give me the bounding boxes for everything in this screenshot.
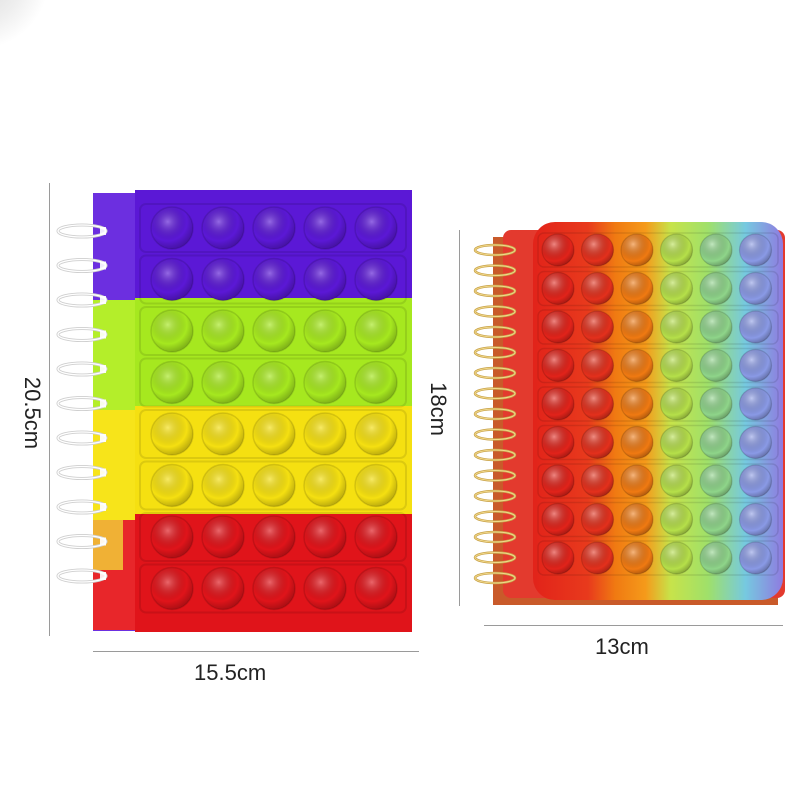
small-bubbles bbox=[537, 232, 779, 576]
small-width-line bbox=[484, 625, 783, 626]
small-spiral-binding bbox=[473, 243, 517, 585]
small-height-label: 18cm bbox=[426, 382, 451, 436]
large-back-cover bbox=[93, 193, 138, 631]
small-width-label: 13cm bbox=[595, 634, 649, 659]
large-width-line bbox=[93, 651, 419, 652]
large-spiral-binding bbox=[56, 223, 108, 584]
small-height-line bbox=[459, 230, 460, 606]
large-height-line bbox=[49, 183, 50, 636]
corner-shadow bbox=[0, 0, 50, 50]
large-width-label: 15.5cm bbox=[194, 660, 267, 685]
small-tie-dye-notebook bbox=[473, 222, 785, 605]
large-bubbles bbox=[139, 203, 407, 614]
